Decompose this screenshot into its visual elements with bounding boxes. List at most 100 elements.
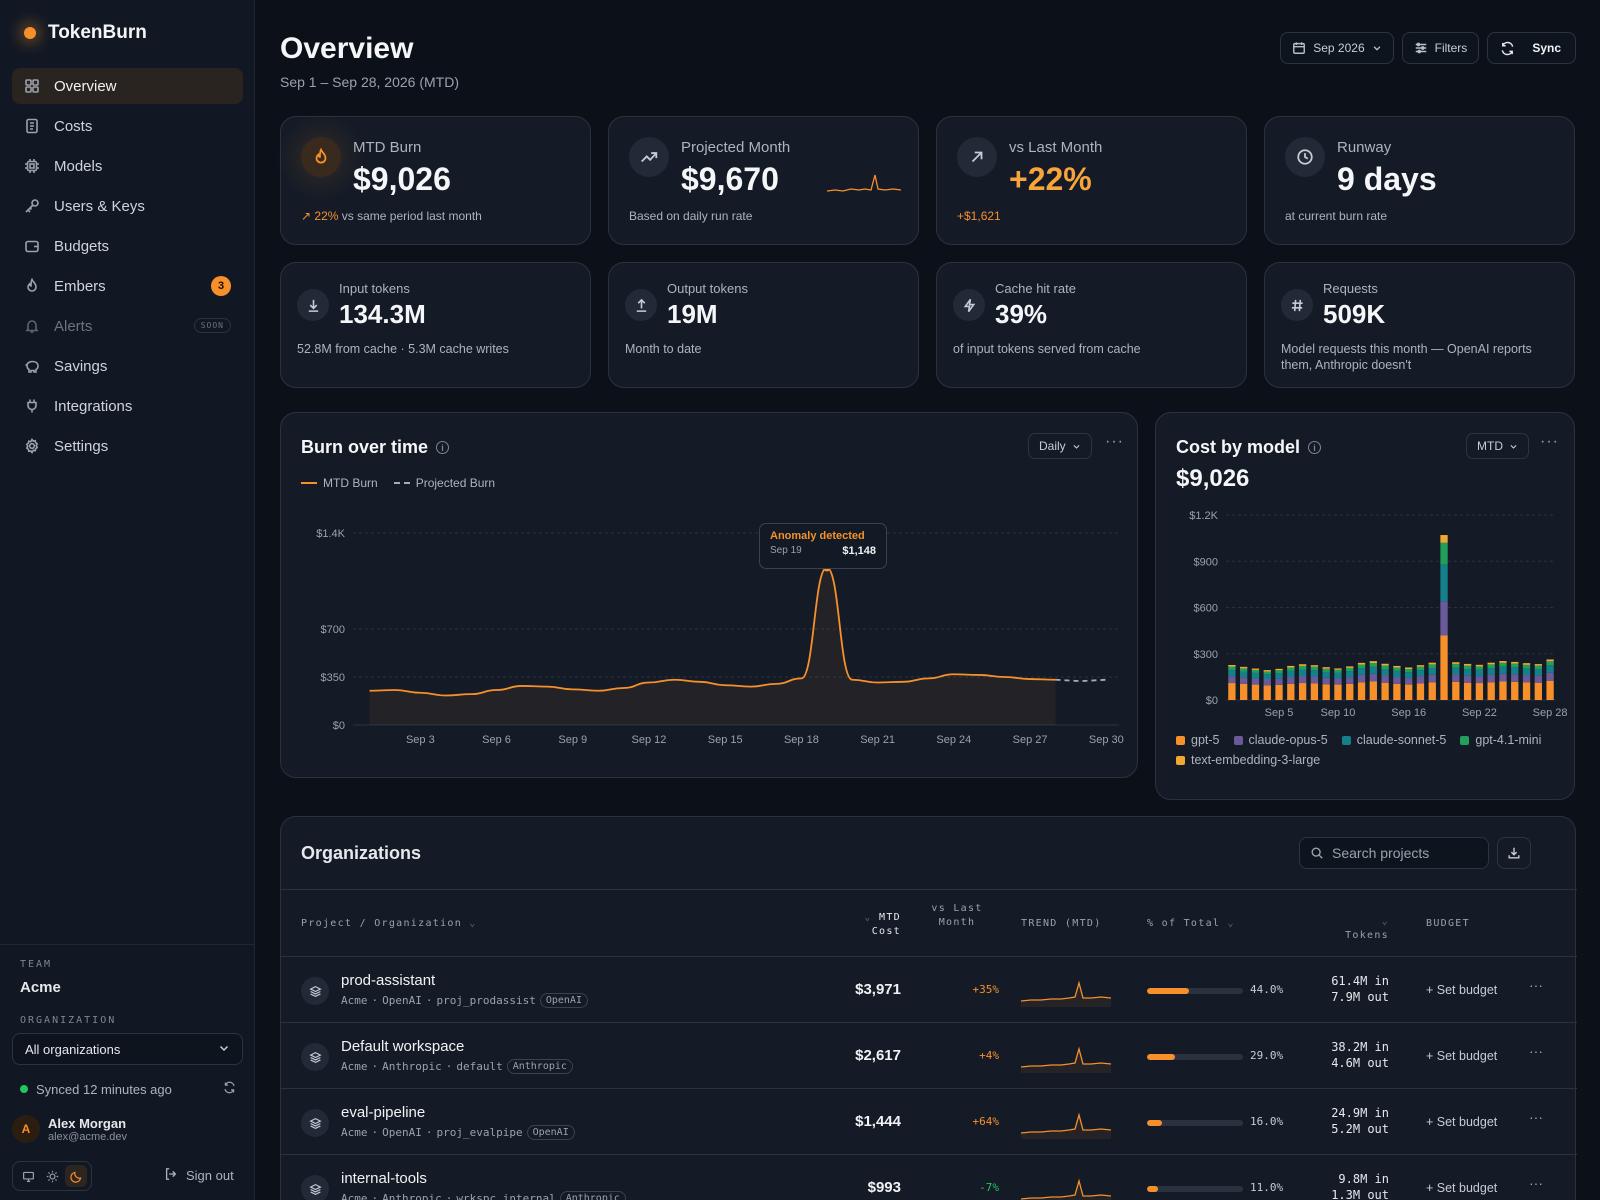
stat-card-requests: Requests 509K Model requests this month … bbox=[1264, 262, 1575, 388]
column-header-project[interactable]: Project / Organization ⌄ bbox=[301, 917, 477, 931]
granularity-select[interactable]: Daily bbox=[1028, 433, 1092, 459]
moon-icon[interactable] bbox=[65, 1165, 87, 1187]
project-name[interactable]: Default workspace bbox=[341, 1038, 465, 1055]
anomaly-tooltip: Anomaly detected Sep 19 $1,148 bbox=[759, 523, 887, 569]
sidebar-item-costs[interactable]: Costs bbox=[12, 108, 243, 144]
column-header-cost[interactable]: ⌄ MTD Cost bbox=[843, 911, 901, 939]
set-budget-button[interactable]: + Set budget bbox=[1426, 1115, 1498, 1129]
legend-label: claude-opus-5 bbox=[1248, 733, 1328, 747]
bar-segment bbox=[1298, 675, 1307, 684]
sidebar-item-embers[interactable]: Embers 3 bbox=[12, 268, 243, 304]
bar-segment bbox=[1263, 671, 1271, 675]
project-name[interactable]: internal-tools bbox=[341, 1170, 427, 1187]
sun-icon[interactable] bbox=[41, 1165, 63, 1187]
bar-segment bbox=[1346, 683, 1354, 700]
project-provider: OpenAI bbox=[382, 1126, 422, 1139]
download-button[interactable] bbox=[1497, 837, 1531, 869]
percent-of-total: 16.0% bbox=[1250, 1115, 1284, 1128]
set-budget-button[interactable]: + Set budget bbox=[1426, 983, 1498, 997]
table-row[interactable]: internal-tools Acme · Anthropic · wrkspc_i… bbox=[281, 1157, 1577, 1200]
sidebar: TokenBurn Overview Costs Models Users & … bbox=[0, 0, 255, 1200]
sidebar-item-budgets[interactable]: Budgets bbox=[12, 228, 243, 264]
bar-segment bbox=[1369, 661, 1377, 663]
more-options-icon[interactable]: ··· bbox=[1540, 433, 1559, 450]
meta-separator: · bbox=[371, 1192, 379, 1200]
legend-item: gpt-4.1-mini bbox=[1460, 733, 1541, 747]
trend-sparkline bbox=[1021, 980, 1111, 1007]
project-name[interactable]: prod-assistant bbox=[341, 972, 436, 989]
brand[interactable]: TokenBurn bbox=[24, 22, 147, 44]
meta-separator: · bbox=[445, 1192, 453, 1200]
set-budget-button[interactable]: + Set budget bbox=[1426, 1181, 1498, 1195]
sidebar-item-label: Integrations bbox=[54, 397, 133, 415]
sidebar-item-savings[interactable]: Savings bbox=[12, 348, 243, 384]
sign-out-button[interactable]: Sign out bbox=[164, 1167, 234, 1184]
sidebar-item-alerts[interactable]: Alerts SOON bbox=[12, 308, 243, 344]
row-more-icon[interactable]: ··· bbox=[1529, 977, 1543, 993]
column-header-tokens[interactable]: ⌄ Tokens bbox=[1331, 915, 1389, 943]
info-icon[interactable]: i bbox=[436, 441, 450, 454]
model-period-select[interactable]: MTD bbox=[1466, 433, 1529, 459]
search-input[interactable]: Search projects bbox=[1299, 837, 1489, 869]
bar-segment bbox=[1369, 673, 1377, 682]
y-tick-label: $0 bbox=[333, 720, 345, 732]
burn-over-time-panel: Burn over time i Daily ··· MTD Burn Proje… bbox=[280, 412, 1138, 778]
sidebar-item-models[interactable]: Models bbox=[12, 148, 243, 184]
refresh-icon[interactable] bbox=[223, 1081, 236, 1097]
sidebar-item-label: Embers bbox=[54, 277, 106, 295]
set-budget-button[interactable]: + Set budget bbox=[1426, 1049, 1498, 1063]
download-icon bbox=[297, 289, 329, 321]
project-name[interactable]: eval-pipeline bbox=[341, 1104, 426, 1121]
project-meta: Acme · OpenAI · proj_evalpipe OpenAI bbox=[341, 1125, 575, 1140]
bar-segment bbox=[1487, 682, 1495, 700]
provider-badge: Anthropic bbox=[559, 1191, 626, 1200]
monitor-icon[interactable] bbox=[17, 1165, 39, 1187]
stat-footnote: of input tokens served from cache bbox=[953, 342, 1141, 356]
bar-segment bbox=[1228, 683, 1236, 700]
period-select[interactable]: Sep 2026 bbox=[1280, 32, 1394, 64]
mtd-cost: $1,444 bbox=[855, 1113, 901, 1130]
bar-segment bbox=[1287, 665, 1295, 668]
bar-segment bbox=[1475, 669, 1484, 677]
kpi-label: vs Last Month bbox=[1009, 139, 1103, 156]
sidebar-item-overview[interactable]: Overview bbox=[12, 68, 243, 104]
tokens: 9.8M in 1.3M out bbox=[1331, 1171, 1389, 1200]
column-header-pct[interactable]: % of Total ⌄ bbox=[1147, 917, 1235, 931]
bar-segment bbox=[1546, 659, 1554, 662]
percent-bar bbox=[1147, 1120, 1243, 1126]
cost-total: $9,026 bbox=[1176, 465, 1250, 492]
row-more-icon[interactable]: ··· bbox=[1529, 1109, 1543, 1125]
user-profile[interactable]: A Alex Morgan alex@acme.dev bbox=[12, 1115, 127, 1143]
bar-segment bbox=[1405, 678, 1413, 685]
tokens: 61.4M in 7.9M out bbox=[1331, 973, 1389, 1005]
sidebar-item-users-keys[interactable]: Users & Keys bbox=[12, 188, 243, 224]
layers-icon bbox=[301, 1109, 329, 1137]
row-more-icon[interactable]: ··· bbox=[1529, 1043, 1543, 1059]
tokens-out: 5.2M out bbox=[1331, 1122, 1389, 1136]
kpi-card-runway: Runway 9 days at current burn rate bbox=[1264, 116, 1575, 245]
table-row[interactable]: prod-assistant Acme · OpenAI · proj_prodas… bbox=[281, 959, 1577, 1023]
kpi-value: $9,670 bbox=[681, 161, 779, 197]
bar-segment bbox=[1405, 669, 1413, 673]
organization-select[interactable]: All organizations bbox=[12, 1033, 243, 1065]
more-options-icon[interactable]: ··· bbox=[1105, 433, 1124, 450]
table-row[interactable]: eval-pipeline Acme · OpenAI · proj_evalpip… bbox=[281, 1091, 1577, 1155]
bar-segment bbox=[1487, 668, 1495, 675]
info-icon[interactable]: i bbox=[1308, 441, 1322, 454]
sync-button[interactable]: Sync bbox=[1487, 32, 1576, 64]
bar-segment bbox=[1440, 635, 1448, 700]
bar-segment bbox=[1298, 664, 1307, 666]
percent-of-total: 44.0% bbox=[1250, 983, 1284, 996]
row-more-icon[interactable]: ··· bbox=[1529, 1175, 1543, 1191]
provider-badge: OpenAI bbox=[526, 1125, 575, 1140]
bar-segment bbox=[1463, 682, 1472, 700]
bar-segment bbox=[1322, 684, 1330, 700]
column-header-vs[interactable]: vs Last Month bbox=[929, 902, 985, 930]
filters-button[interactable]: Filters bbox=[1401, 32, 1480, 64]
bar-segment bbox=[1452, 681, 1460, 700]
sidebar-item-settings[interactable]: Settings bbox=[12, 428, 243, 464]
piggy-icon bbox=[24, 358, 40, 374]
anomaly-date: Sep 19 bbox=[770, 545, 802, 556]
sidebar-item-integrations[interactable]: Integrations bbox=[12, 388, 243, 424]
table-row[interactable]: Default workspace Acme · Anthropic · defau… bbox=[281, 1025, 1577, 1089]
